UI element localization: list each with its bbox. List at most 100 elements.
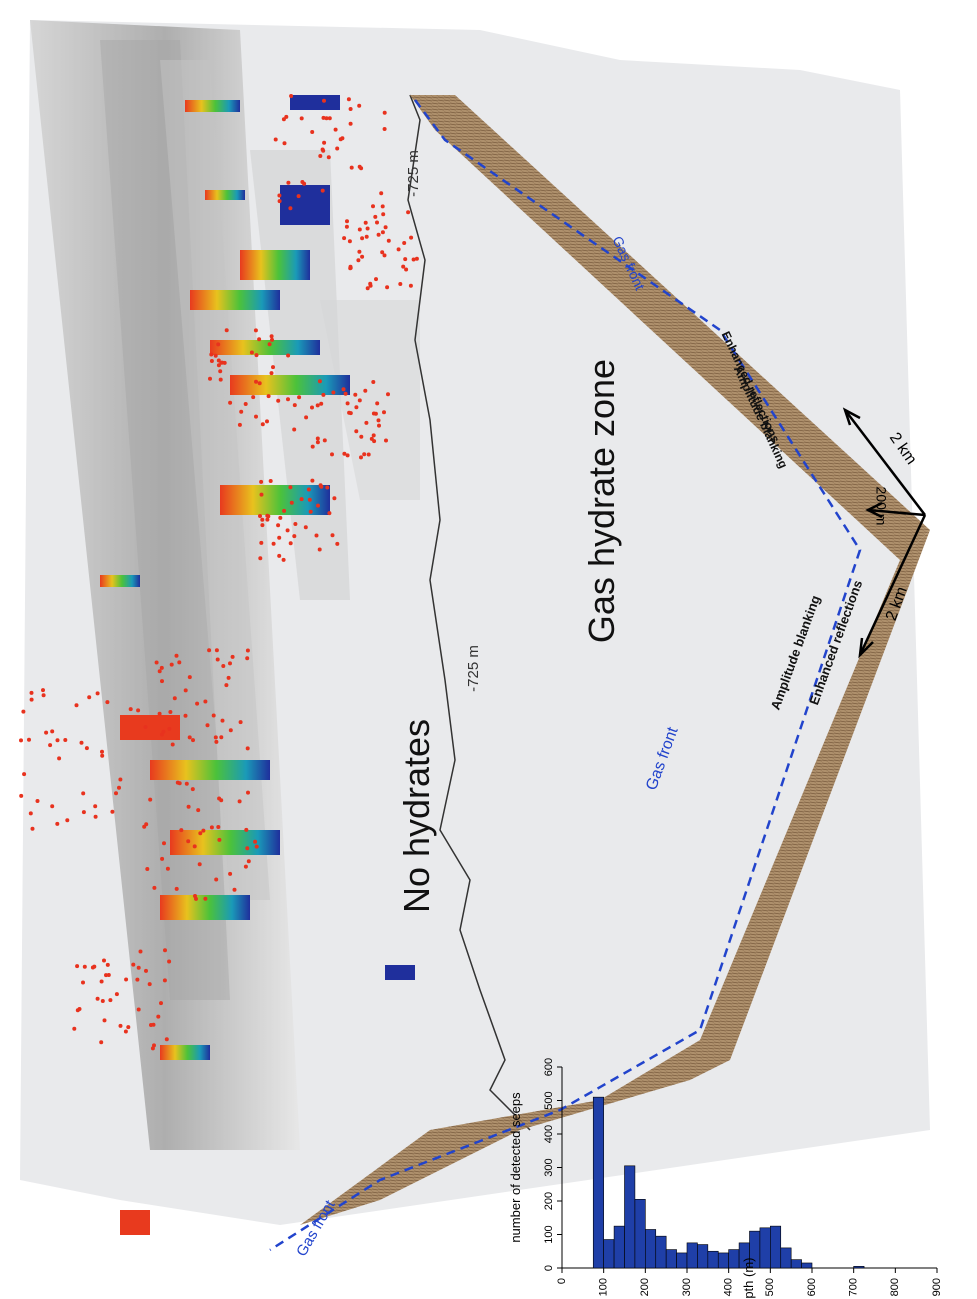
seep-dot [307,497,312,502]
seep-dot [267,342,272,347]
seep-dot [365,286,370,291]
seep-dot [183,688,188,693]
seep-dot [160,856,165,861]
seep-dot [201,828,206,833]
seep-dot [315,436,320,441]
seep-dot [222,360,227,365]
seep-dot [41,693,46,698]
seep-dot [260,523,265,528]
seep-dot [310,444,315,449]
seep-dot [75,964,80,969]
seep-dot [244,827,249,832]
seep-dot [214,877,219,882]
hist-bar [676,1252,688,1269]
seep-dot [403,257,408,262]
seep-dot [205,723,210,728]
seep-dot [50,729,55,734]
seep-dot [216,825,221,829]
seep-dot [360,236,365,241]
seep-dot [373,411,378,416]
seep-dot [319,484,324,489]
seep-dot [136,965,141,970]
seep-dot [317,379,322,384]
seep-dot [304,415,309,420]
seep-dot [169,662,174,667]
seep-dot [349,165,354,170]
seep-dot [299,116,304,121]
seep-dot [99,1040,104,1045]
seep-dot [213,735,218,740]
seep-dot [254,379,258,384]
seep-dot [160,679,164,684]
seep-dot [142,824,147,829]
seep-dot [357,398,362,403]
seep-dot [219,735,224,740]
seep-dot [128,707,133,712]
hist-bar [645,1229,657,1269]
seep-dot [118,1023,123,1028]
seep-dot [317,547,322,552]
hist-x-tick-label: 700 [848,1278,860,1296]
seep-markers [19,94,419,1051]
seep-dot [29,697,34,702]
seep-dot [167,959,172,964]
seep-dot [177,781,182,786]
seep-dot [237,799,242,804]
seep-dot [364,420,369,425]
seep-dot [249,350,254,355]
seep-dot [159,1001,163,1006]
seep-dot [102,1018,107,1023]
seep-dot [360,254,365,259]
seep-dot [382,127,387,131]
seep-dot [357,249,362,254]
hist-bar [613,1225,625,1269]
seep-dot [136,708,141,713]
seep-dot [105,700,110,705]
seep-dot [221,664,226,668]
seep-dot [74,703,79,708]
seep-dot [286,180,291,185]
seep-dot [253,839,258,844]
seep-dot [278,515,283,520]
seep-dot [265,517,270,522]
seep-dot [191,738,195,743]
seep-dot [152,885,157,890]
seep-dot [342,236,347,241]
seep-dot [282,508,287,513]
seep-dot [48,743,53,748]
seep-dot [219,360,224,365]
seep-dot [402,241,407,245]
hist-bar [801,1262,813,1269]
seep-dot [386,238,391,243]
seep-dot [147,982,152,987]
seep-dot [81,810,86,815]
seep-dot [319,401,324,406]
seep-dot [186,804,191,809]
seep-dot [50,804,55,809]
seep-dot [296,194,301,199]
hist-bar [634,1199,646,1269]
seep-dot [154,660,159,665]
seep-dot [366,452,371,457]
seep-dot [385,285,390,290]
hist-x-tick-label: 800 [889,1278,901,1296]
seep-dot [162,978,167,983]
seep-dot [345,401,350,406]
seep-dot [243,864,248,869]
seep-dot [259,479,264,484]
hist-bar [790,1259,802,1269]
hist-bar [759,1227,771,1269]
seep-dot [177,660,182,665]
seep-dot [104,973,108,978]
gas-plumes [100,95,415,1235]
seep-dot [144,968,148,973]
seep-dot [143,725,148,729]
seep-dot [162,841,166,846]
seep-dot [365,226,370,231]
seep-dot [167,726,172,731]
seep-dot [21,709,26,714]
seep-dot [284,114,289,119]
seep-dot [93,814,98,819]
seep-dot [254,353,259,358]
